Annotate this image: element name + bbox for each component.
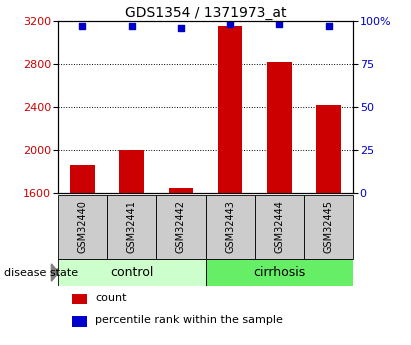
Point bbox=[326, 23, 332, 29]
Text: GSM32442: GSM32442 bbox=[176, 200, 186, 253]
Point bbox=[276, 21, 283, 27]
Point bbox=[227, 21, 233, 27]
Polygon shape bbox=[51, 264, 59, 281]
Text: GSM32443: GSM32443 bbox=[225, 200, 235, 253]
Title: GDS1354 / 1371973_at: GDS1354 / 1371973_at bbox=[125, 6, 286, 20]
Text: GSM32440: GSM32440 bbox=[77, 200, 87, 253]
Point bbox=[178, 25, 184, 30]
Bar bbox=[169, 188, 193, 193]
FancyBboxPatch shape bbox=[107, 195, 156, 259]
Point bbox=[128, 23, 135, 29]
Text: GSM32445: GSM32445 bbox=[324, 200, 334, 253]
Text: GSM32444: GSM32444 bbox=[275, 200, 284, 253]
Text: count: count bbox=[95, 293, 127, 303]
FancyBboxPatch shape bbox=[156, 195, 206, 259]
FancyBboxPatch shape bbox=[58, 259, 206, 286]
Text: disease state: disease state bbox=[4, 268, 78, 277]
FancyBboxPatch shape bbox=[206, 259, 353, 286]
Bar bbox=[316, 105, 341, 193]
FancyBboxPatch shape bbox=[255, 195, 304, 259]
Bar bbox=[218, 26, 242, 193]
FancyBboxPatch shape bbox=[206, 195, 255, 259]
Text: cirrhosis: cirrhosis bbox=[253, 266, 306, 279]
Bar bbox=[72, 316, 87, 327]
Point bbox=[79, 23, 85, 29]
Text: GSM32441: GSM32441 bbox=[127, 200, 136, 253]
Text: control: control bbox=[110, 266, 153, 279]
Bar bbox=[119, 150, 144, 193]
Text: percentile rank within the sample: percentile rank within the sample bbox=[95, 315, 283, 325]
FancyBboxPatch shape bbox=[304, 195, 353, 259]
FancyBboxPatch shape bbox=[58, 195, 107, 259]
Bar bbox=[267, 62, 292, 193]
Bar bbox=[70, 165, 95, 193]
Bar bbox=[72, 294, 87, 304]
